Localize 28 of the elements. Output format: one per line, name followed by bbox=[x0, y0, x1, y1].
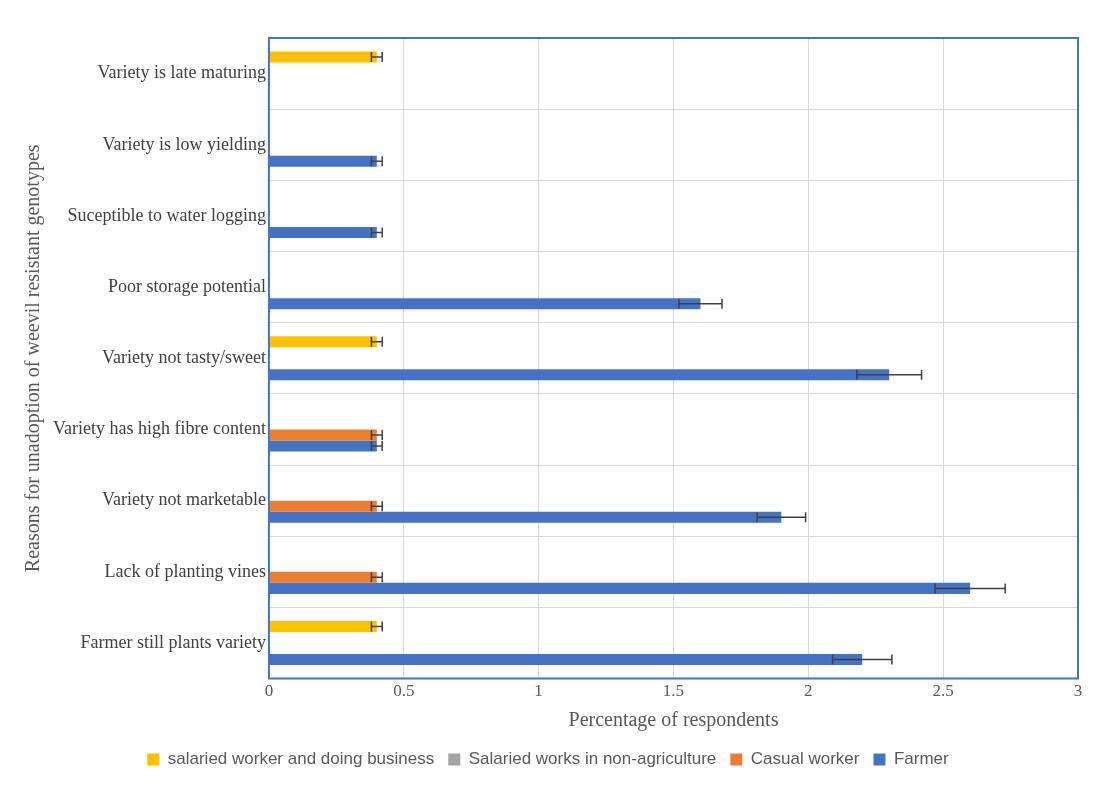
bar bbox=[269, 571, 377, 583]
x-axis-title: Percentage of respondents bbox=[568, 708, 779, 732]
y-tick-label: Variety has high fibre content bbox=[53, 418, 266, 439]
x-tick-label: 1 bbox=[534, 681, 543, 701]
y-tick-label: Suceptible to water logging bbox=[67, 204, 266, 225]
bar bbox=[269, 429, 377, 441]
x-tick-label: 0 bbox=[264, 681, 274, 701]
bar bbox=[269, 336, 377, 348]
legend-label: Casual worker bbox=[750, 749, 860, 769]
bar bbox=[269, 620, 377, 632]
bar bbox=[269, 51, 377, 63]
y-tick-label: Poor storage potential bbox=[107, 275, 266, 296]
x-tick-label: 0.5 bbox=[393, 681, 415, 701]
legend-label: salaried worker and doing business bbox=[167, 749, 435, 769]
x-tick-label: 1.5 bbox=[662, 681, 685, 701]
y-axis-title: Reasons for unadoption of weevil resistant genotypes bbox=[21, 144, 45, 573]
y-tick-label: Farmer still plants variety bbox=[80, 631, 266, 652]
x-tick-label: 2 bbox=[804, 681, 813, 701]
x-tick-label: 3 bbox=[1073, 681, 1083, 701]
y-tick-label: Variety not tasty/sweet bbox=[101, 347, 266, 368]
y-tick-label: Lack of planting vines bbox=[104, 560, 266, 581]
y-tick-label: Variety is low yielding bbox=[102, 133, 266, 154]
y-tick-label: Variety not marketable bbox=[102, 489, 266, 510]
y-tick-label: Variety is late maturing bbox=[97, 62, 266, 83]
x-tick-label: 2.5 bbox=[932, 681, 954, 701]
legend-label: Salaried works in non-agriculture bbox=[468, 749, 717, 769]
bar bbox=[269, 500, 377, 512]
legend-label: Farmer bbox=[893, 749, 950, 769]
